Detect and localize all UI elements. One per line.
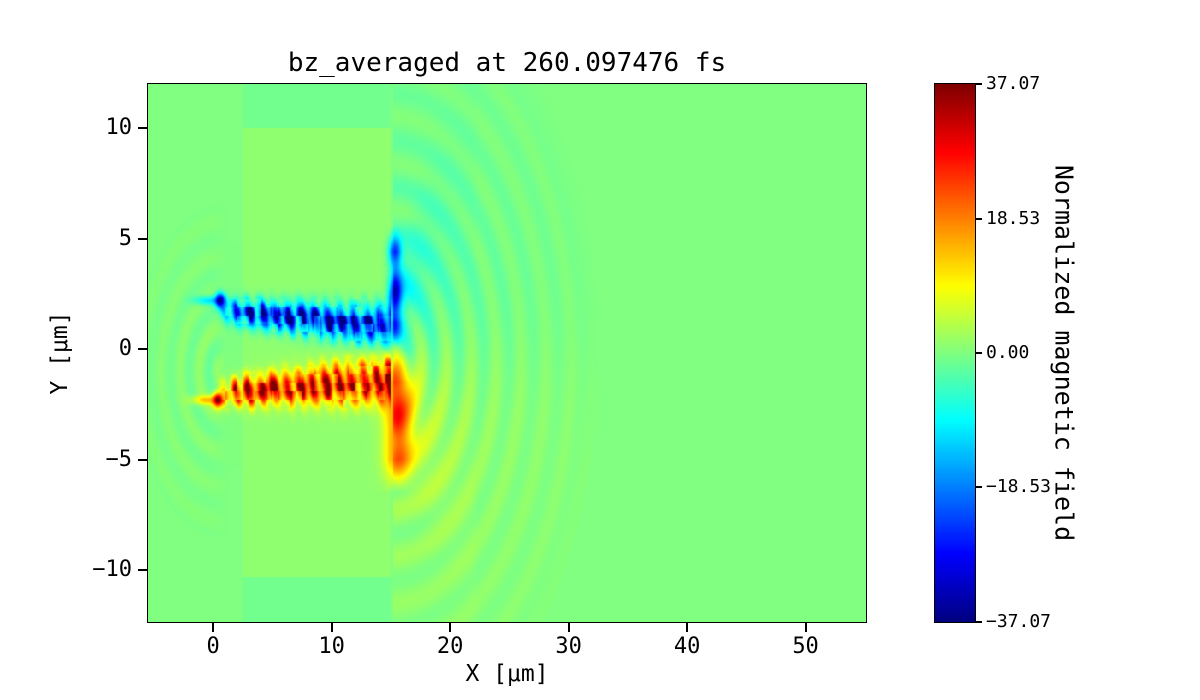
colorbar-tick-label: −37.07 [986,611,1052,632]
colorbar-tick-mark [976,486,982,489]
x-axis-label: X [μm] [465,661,549,687]
colorbar-tick-mark [976,83,982,85]
colorbar-tick-label: −18.53 [986,476,1052,498]
heatmap-canvas [148,84,866,622]
colorbar-tick-mark [976,621,982,623]
y-tick-label: 5 [118,225,132,251]
x-tick-label: 20 [436,634,464,659]
x-tick-mark [212,623,215,632]
y-tick-mark [138,237,147,240]
x-tick-label: 40 [673,634,701,659]
colorbar-tick-label: 0.00 [986,342,1030,363]
x-tick-label: 10 [318,634,345,659]
colorbar-gradient [935,84,975,622]
colorbar-tick-mark [976,217,982,220]
y-tick-label: −10 [92,557,132,583]
y-tick-label: 0 [118,336,132,362]
x-tick-mark [330,623,333,632]
y-tick-mark [138,458,147,461]
x-tick-mark [804,623,807,632]
x-tick-mark [686,623,689,632]
y-tick-label: 10 [105,115,133,141]
colorbar [934,83,976,623]
heatmap-plot-area [147,83,867,623]
colorbar-label: Normalized magnetic field [1049,164,1079,542]
plot-title: bz_averaged at 260.097476 fs [287,48,727,78]
x-tick-label: 50 [792,634,819,659]
y-tick-mark [138,569,147,572]
y-tick-label: −5 [105,446,133,472]
colorbar-tick-label: 37.07 [986,73,1041,94]
y-tick-mark [138,127,147,130]
x-tick-mark [567,623,570,632]
colorbar-tick-label: 18.53 [986,207,1041,229]
x-tick-label: 30 [555,634,582,659]
colorbar-tick-mark [976,352,982,354]
y-tick-mark [138,348,147,351]
x-tick-label: 0 [206,634,220,659]
x-tick-mark [449,623,452,632]
